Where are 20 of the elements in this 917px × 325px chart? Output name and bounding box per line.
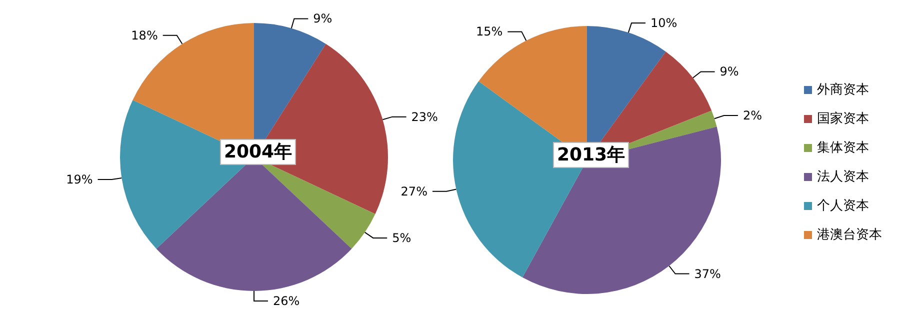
data-label: 19% — [66, 172, 93, 187]
data-label: 15% — [476, 24, 503, 39]
legend-label: 港澳台资本 — [817, 228, 882, 242]
data-label: 18% — [131, 28, 158, 42]
data-label: 27% — [400, 184, 428, 198]
slice-label: 2013年 — [556, 144, 626, 166]
legend-label: 个人资本 — [817, 198, 869, 214]
data-label: 26% — [273, 294, 300, 308]
data-label: 23% — [411, 110, 438, 124]
legend-label: 法人资本 — [817, 170, 869, 184]
data-label: 37% — [694, 266, 721, 281]
data-label: 2% — [742, 108, 762, 122]
legend-label: 外商资本 — [817, 82, 869, 98]
slice-label: 2004年 — [224, 142, 292, 162]
data-label: 9% — [720, 64, 739, 79]
legend-label: 国家资本 — [817, 110, 869, 126]
legend-label: 集体资本 — [817, 140, 869, 156]
data-label: 9% — [313, 12, 332, 26]
data-label: 5% — [392, 230, 412, 245]
data-label: 10% — [650, 16, 678, 30]
